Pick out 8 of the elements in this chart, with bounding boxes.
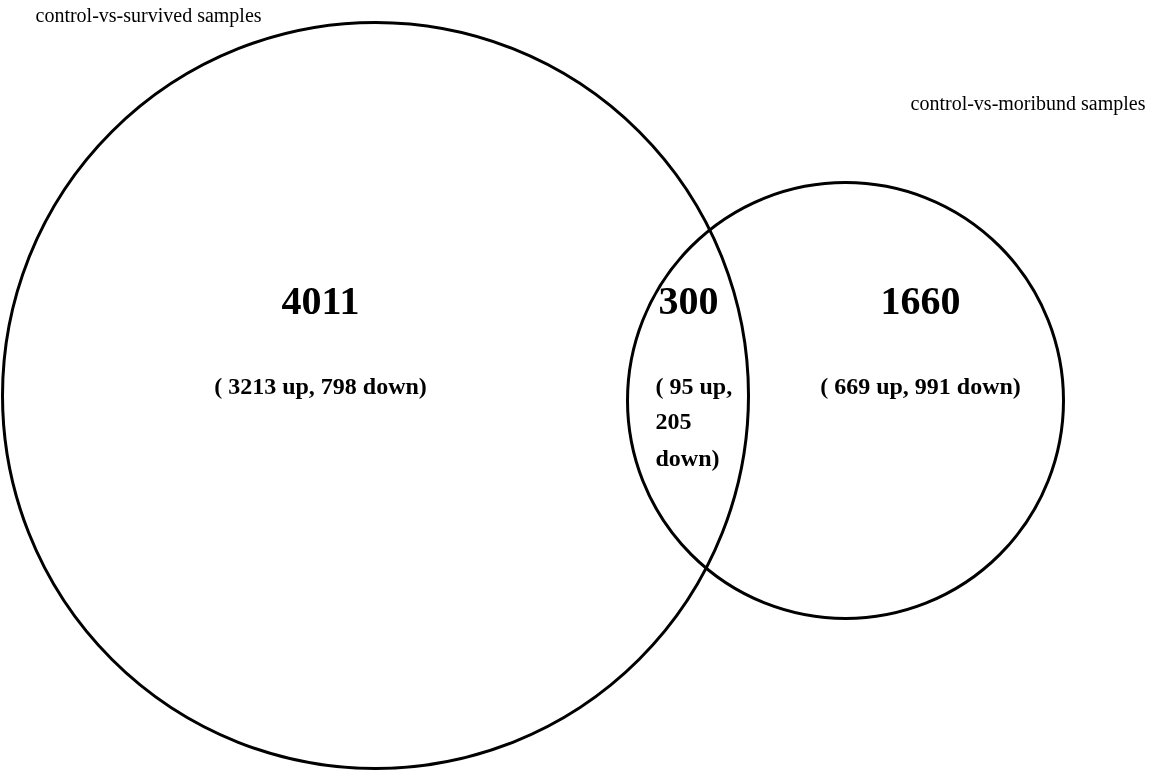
text: ( 3213 up, 798 down): [214, 372, 427, 399]
text: ( 669 up, 991 down): [820, 372, 1021, 399]
text: control-vs-moribund samples: [910, 91, 1146, 115]
text: control-vs-survived samples: [35, 3, 262, 27]
data-label: 300: [658, 277, 719, 323]
data-label: 1660: [880, 277, 961, 323]
text: ( 95 up, 205 down): [655, 372, 733, 471]
data-label: 4011: [281, 277, 360, 323]
